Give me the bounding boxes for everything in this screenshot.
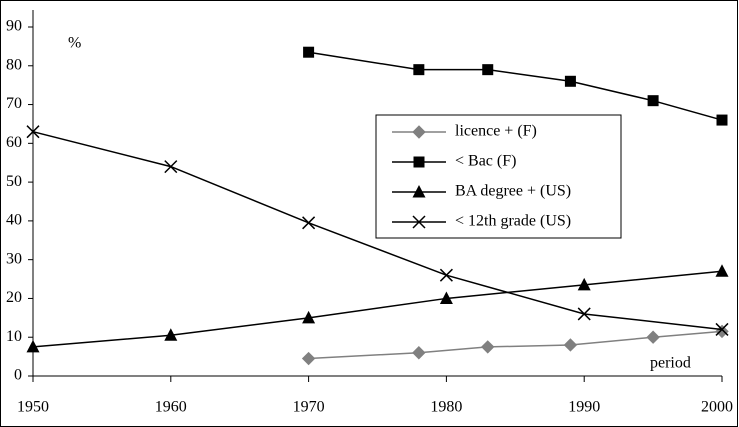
legend-label: < Bac (F) (455, 153, 516, 170)
marker (439, 291, 453, 304)
marker (413, 64, 425, 76)
y-annotation: % (68, 35, 81, 52)
y-tick-label: 70 (6, 95, 22, 112)
x-tick-label: 1960 (155, 399, 187, 416)
marker (482, 64, 494, 76)
x-tick-label: 1950 (17, 399, 49, 416)
x-tick-label: 1980 (430, 399, 462, 416)
marker (577, 307, 591, 321)
y-tick-label: 0 (14, 367, 22, 384)
marker (26, 339, 40, 353)
marker (715, 324, 729, 339)
marker (302, 216, 316, 230)
marker (26, 125, 40, 139)
marker (646, 330, 660, 344)
marker (164, 160, 178, 174)
marker (412, 346, 426, 360)
marker (412, 125, 426, 139)
y-tick-label: 40 (6, 212, 22, 229)
y-tick-label: 80 (6, 56, 22, 73)
marker (302, 310, 316, 324)
x-tick-label: 1990 (568, 399, 600, 416)
marker (481, 340, 495, 354)
series-line (308, 330, 723, 360)
marker (412, 185, 426, 198)
series-line (308, 51, 723, 121)
legend-label: < 12th grade (US) (455, 213, 571, 230)
x-annotation: period (650, 355, 691, 372)
marker (577, 277, 591, 291)
marker (412, 215, 426, 229)
y-tick-label: 30 (6, 250, 22, 267)
marker (716, 114, 728, 126)
marker (715, 264, 729, 277)
y-tick-label: 50 (6, 173, 22, 190)
marker (564, 75, 576, 87)
marker (164, 328, 178, 341)
marker (715, 322, 729, 336)
y-tick-label: 90 (6, 18, 22, 35)
marker (413, 156, 425, 168)
marker (303, 46, 315, 58)
series-line (32, 270, 723, 348)
y-tick-label: 60 (6, 134, 22, 151)
marker (439, 268, 453, 282)
marker (563, 338, 578, 352)
marker (301, 351, 316, 366)
marker (647, 95, 659, 107)
legend-label: licence + (F) (455, 123, 537, 140)
y-tick-label: 20 (6, 289, 22, 306)
y-tick-label: 10 (6, 328, 22, 345)
x-tick-label: 1970 (293, 399, 325, 416)
series-line (32, 130, 723, 331)
x-tick-label: 2000 (701, 399, 733, 416)
legend-label: BA degree + (US) (455, 183, 571, 200)
